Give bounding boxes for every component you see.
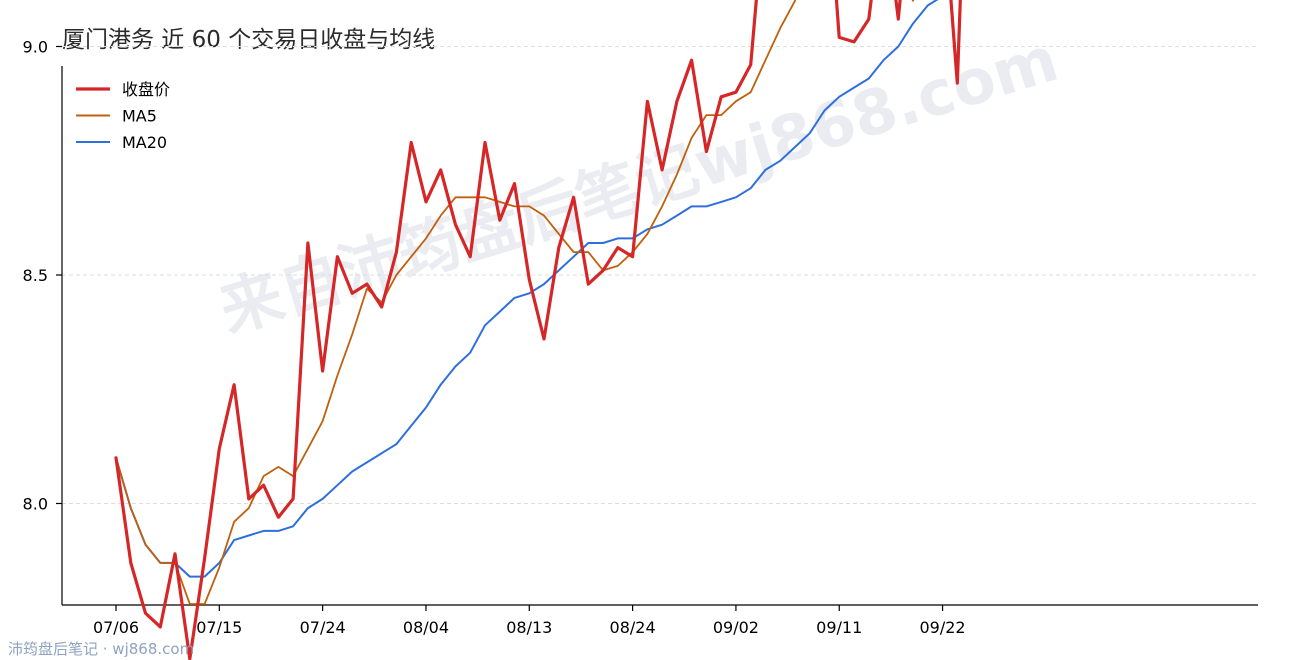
x-tick-label: 09/22 [920, 618, 966, 637]
series-line-ma5 [115, 0, 915, 605]
x-tick-label: 09/02 [713, 618, 759, 637]
legend-label-ma5: MA5 [122, 107, 157, 126]
x-tick-label: 08/24 [610, 618, 656, 637]
y-tick-label: 8.5 [23, 266, 48, 285]
y-ticks: 8.08.59.09.5 [23, 38, 62, 514]
footer-credit: 沛筠盘后笔记 · wj868.com [8, 640, 195, 658]
x-tick-label: 07/24 [300, 618, 346, 637]
grid [62, 46, 1258, 504]
series-line-close [114, 0, 962, 660]
series-line-ma20 [115, 0, 939, 578]
x-tick-label: 07/06 [93, 618, 139, 637]
axes [61, 66, 1258, 606]
x-tick-label: 09/11 [816, 618, 862, 637]
y-tick-label: 8.0 [23, 495, 48, 514]
x-tick-label: 08/13 [506, 618, 552, 637]
x-tick-label: 08/04 [403, 618, 449, 637]
legend-label-close: 收盘价 [122, 80, 170, 99]
legend-label-ma20: MA20 [122, 133, 167, 152]
x-ticks: 07/06 07/15 07/24 08/04 08/13 08/24 09/02 09/11… [93, 605, 966, 637]
legend: 收盘价 MA5 MA20 [76, 80, 170, 152]
x-tick-label: 07/15 [196, 618, 242, 637]
y-tick-label: 9.0 [23, 38, 48, 57]
chart-title: 厦门港务 近 60 个交易日收盘与均线 [62, 27, 436, 53]
series-layer [114, 0, 962, 660]
